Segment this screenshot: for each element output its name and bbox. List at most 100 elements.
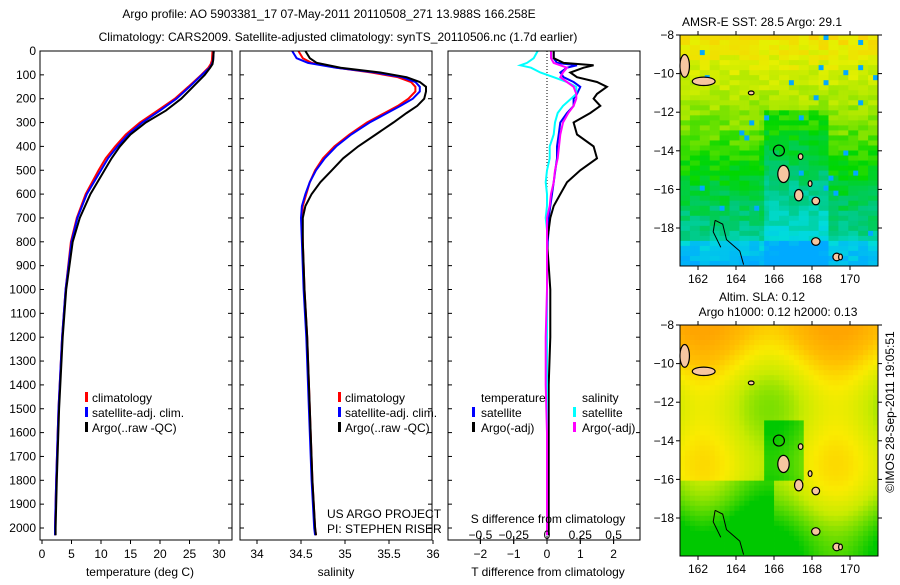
map-cell: [709, 395, 716, 401]
map-cell: [744, 130, 750, 136]
map-cell: [699, 355, 706, 361]
map-cell: [680, 140, 686, 146]
map-cell: [729, 445, 735, 451]
map-cell: [793, 70, 800, 76]
map-cell: [749, 330, 755, 336]
y-tick-label: 500: [16, 163, 36, 177]
map-cell: [848, 190, 854, 197]
map-cell: [868, 415, 874, 421]
map-cell: [793, 150, 800, 156]
map-cell: [734, 430, 740, 436]
map-cell: [843, 395, 849, 401]
map-cell: [873, 70, 879, 76]
map-cell: [699, 85, 706, 91]
map-cell: [754, 435, 760, 441]
map-cell: [749, 520, 755, 527]
map-cell: [858, 390, 864, 396]
map-cell: [788, 205, 795, 212]
map-cell: [749, 95, 755, 101]
map-cell: [680, 525, 686, 532]
map-cell: [724, 520, 730, 527]
map-cell: [680, 465, 686, 472]
map-cell: [843, 400, 849, 406]
map-cell: [813, 150, 819, 156]
map-cell: [744, 185, 750, 192]
map-cell: [788, 235, 795, 242]
map-cell: [719, 390, 725, 396]
map-cell: [734, 515, 740, 522]
map-cell: [833, 75, 839, 81]
map-cell: [699, 200, 706, 207]
map-cell: [848, 530, 854, 537]
map-cell: [858, 485, 864, 492]
map-cell: [769, 490, 775, 497]
map-cell: [783, 470, 790, 477]
map-cell: [793, 75, 800, 81]
map-cell: [680, 485, 686, 492]
map-cell: [788, 125, 795, 131]
map-cell: [724, 405, 730, 411]
map-cell: [858, 430, 864, 436]
map-cell: [833, 140, 839, 146]
map-cell: [744, 495, 750, 502]
map-cell: [808, 110, 815, 116]
map-cell: [684, 330, 691, 336]
map-cell: [798, 255, 805, 262]
map-cell: [828, 365, 834, 371]
map-cell: [793, 365, 800, 371]
map-cell: [843, 360, 849, 366]
map-cell: [873, 525, 879, 532]
map-cell: [833, 100, 839, 106]
map-cell: [724, 170, 730, 177]
map-cell: [858, 530, 864, 537]
map-cell: [863, 340, 869, 346]
map-cell: [843, 425, 849, 431]
map-cell: [689, 435, 696, 441]
map-cell: [833, 395, 839, 401]
map-cell: [694, 360, 701, 366]
map-cell: [749, 495, 755, 502]
map-cell: [699, 160, 706, 166]
map-cell: [828, 505, 834, 512]
map-cell: [729, 330, 735, 336]
map-cell: [843, 440, 849, 446]
map-cell: [858, 330, 864, 336]
map-cell: [858, 165, 864, 171]
map-cell: [704, 530, 711, 537]
map-cell: [759, 505, 765, 512]
series-line-salinity-argo-adj-: [544, 51, 578, 536]
map-cell: [764, 440, 770, 446]
map-cell: [863, 540, 869, 547]
map-cell: [764, 50, 770, 56]
map-cell: [724, 240, 730, 247]
map-cell: [699, 475, 706, 482]
map-cell: [873, 65, 879, 71]
island: [837, 543, 843, 551]
map-cell: [808, 120, 815, 126]
map-cell: [838, 375, 844, 381]
map-cell: [823, 235, 829, 242]
lat-tick-label: −12: [654, 395, 675, 409]
map-cell: [769, 40, 775, 46]
map-cell: [769, 425, 775, 431]
map-cell: [729, 470, 735, 477]
map-cell: [803, 260, 810, 267]
map-cell: [838, 460, 844, 467]
map-cell: [699, 380, 706, 386]
map-cell: [749, 60, 755, 66]
map-cell: [783, 130, 790, 136]
map-cell: [694, 440, 701, 446]
map-cell: [689, 130, 696, 136]
map-cell: [749, 540, 755, 547]
map-cell: [729, 260, 735, 267]
x-tick-label: 2: [610, 547, 617, 561]
map-cell: [833, 260, 839, 267]
map-cell: [868, 450, 874, 456]
map-cell: [779, 440, 785, 446]
map-cell: [813, 55, 819, 61]
map-cell: [714, 160, 720, 166]
map-cell: [863, 65, 869, 71]
series-line-climatology: [297, 50, 417, 536]
map-cell: [838, 210, 844, 217]
map-cell: [813, 395, 819, 401]
